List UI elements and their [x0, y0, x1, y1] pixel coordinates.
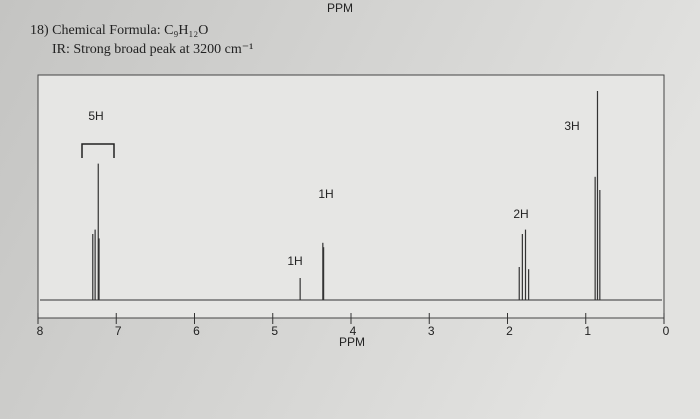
x-tick-label: 4 — [350, 324, 357, 338]
integration-label: 2H — [513, 207, 528, 221]
integration-label: 1H — [287, 254, 302, 268]
integration-label: 1H — [318, 187, 333, 201]
x-tick-label: 0 — [663, 324, 670, 338]
problem-title: 18) Chemical Formula: C₉H₁₂O — [30, 23, 208, 38]
problem-subtitle: IR: Strong broad peak at 3200 cm⁻¹ — [52, 42, 253, 57]
x-tick-label: 3 — [428, 324, 435, 338]
bracket — [81, 143, 115, 158]
integration-label: 3H — [564, 119, 579, 133]
x-tick-label: 5 — [271, 324, 278, 338]
x-tick-label: 6 — [193, 324, 200, 338]
x-tick-label: 2 — [506, 324, 513, 338]
x-tick-label: 7 — [115, 324, 122, 338]
header: PPM — [327, 1, 353, 15]
x-axis-label: PPM — [339, 335, 365, 349]
x-tick-label: 1 — [584, 324, 591, 338]
x-tick-label: 8 — [37, 324, 44, 338]
plot-frame — [37, 74, 665, 319]
integration-label: 5H — [88, 109, 103, 123]
